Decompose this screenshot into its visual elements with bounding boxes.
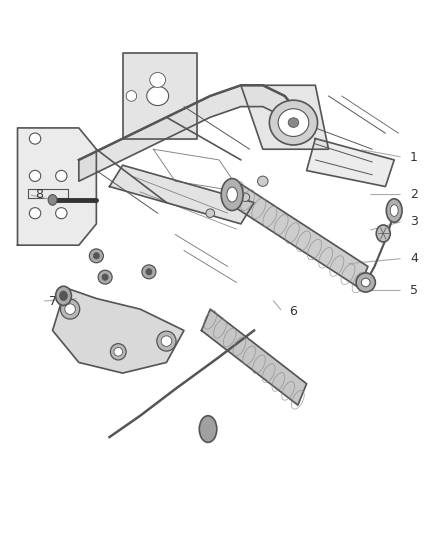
Ellipse shape bbox=[199, 416, 217, 442]
Polygon shape bbox=[201, 309, 307, 405]
Polygon shape bbox=[53, 288, 184, 373]
Polygon shape bbox=[79, 85, 298, 181]
Ellipse shape bbox=[356, 273, 375, 292]
Ellipse shape bbox=[206, 209, 215, 217]
Ellipse shape bbox=[89, 249, 103, 263]
Ellipse shape bbox=[126, 91, 137, 101]
Polygon shape bbox=[228, 181, 368, 288]
Ellipse shape bbox=[56, 208, 67, 219]
Ellipse shape bbox=[93, 253, 99, 259]
Ellipse shape bbox=[114, 348, 123, 356]
Ellipse shape bbox=[29, 171, 41, 181]
Ellipse shape bbox=[102, 274, 108, 280]
Polygon shape bbox=[18, 128, 96, 245]
Ellipse shape bbox=[390, 205, 398, 216]
Text: 7: 7 bbox=[49, 295, 57, 308]
Ellipse shape bbox=[157, 331, 176, 351]
Ellipse shape bbox=[227, 187, 237, 202]
Ellipse shape bbox=[56, 286, 71, 305]
Text: 5: 5 bbox=[410, 284, 418, 297]
Ellipse shape bbox=[258, 176, 268, 187]
Ellipse shape bbox=[386, 199, 402, 222]
Text: 4: 4 bbox=[410, 252, 418, 265]
Polygon shape bbox=[123, 53, 197, 139]
Ellipse shape bbox=[241, 193, 250, 201]
Ellipse shape bbox=[361, 278, 370, 287]
Ellipse shape bbox=[146, 269, 152, 275]
Ellipse shape bbox=[98, 270, 112, 284]
Ellipse shape bbox=[147, 86, 169, 106]
Text: 1: 1 bbox=[410, 151, 418, 164]
Ellipse shape bbox=[278, 109, 309, 136]
Ellipse shape bbox=[65, 304, 75, 314]
Ellipse shape bbox=[269, 100, 318, 145]
Ellipse shape bbox=[288, 118, 299, 127]
Ellipse shape bbox=[29, 133, 41, 144]
Text: 6: 6 bbox=[290, 305, 297, 318]
Text: 2: 2 bbox=[410, 188, 418, 201]
Text: 8: 8 bbox=[35, 188, 43, 201]
Ellipse shape bbox=[376, 225, 390, 242]
Polygon shape bbox=[110, 165, 254, 224]
Ellipse shape bbox=[60, 291, 67, 301]
Polygon shape bbox=[241, 85, 328, 149]
Ellipse shape bbox=[56, 171, 67, 181]
Ellipse shape bbox=[110, 344, 126, 360]
Ellipse shape bbox=[142, 265, 156, 279]
Ellipse shape bbox=[161, 336, 172, 346]
Ellipse shape bbox=[60, 299, 80, 319]
Polygon shape bbox=[307, 139, 394, 187]
Ellipse shape bbox=[48, 195, 57, 205]
Ellipse shape bbox=[29, 208, 41, 219]
Ellipse shape bbox=[150, 72, 166, 87]
Text: 3: 3 bbox=[410, 215, 418, 228]
Ellipse shape bbox=[221, 179, 243, 211]
